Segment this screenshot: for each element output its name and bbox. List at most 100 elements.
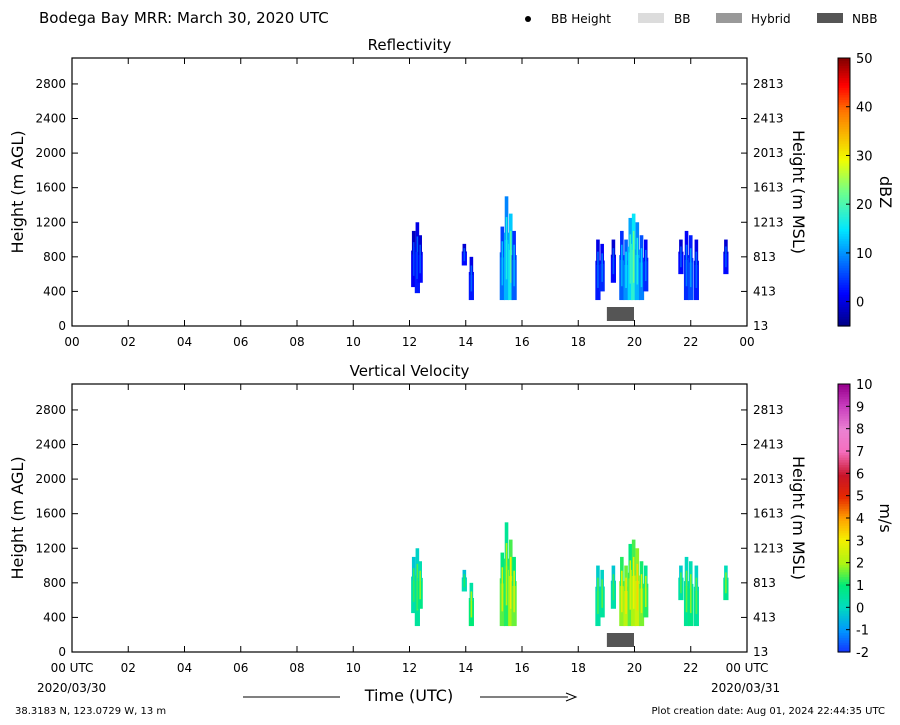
- refl-ytick-label-4: 1600: [35, 181, 66, 195]
- vv-colorbar-step: [838, 396, 850, 400]
- vv-colorbar-step: [838, 508, 850, 512]
- vv-colorbar-step: [838, 391, 850, 395]
- vv-colorbar-label-2: 0: [856, 601, 864, 616]
- vv-xtick-label-6: 12: [402, 661, 417, 675]
- refl-xtick-label-2: 04: [177, 335, 192, 349]
- vv-colorbar-step: [838, 432, 850, 436]
- vv-echo-core-22: [695, 577, 698, 614]
- vv-colorbar-step: [838, 440, 850, 444]
- end-date-label: 2020/03/31: [711, 681, 780, 695]
- vv-colorbar-step: [838, 610, 850, 614]
- vv-colorbar-label-10: 8: [856, 423, 864, 438]
- vv-colorbar-step: [838, 620, 850, 624]
- refl-echo-core-18: [644, 249, 647, 282]
- vv-colorbar-step: [838, 576, 850, 580]
- refl-echo-core-20: [685, 244, 688, 287]
- refl-ytick-label-6: 2400: [35, 112, 66, 126]
- refl-colorbar-step: [838, 65, 850, 69]
- vv-colorbar-step: [838, 639, 850, 643]
- vv-colorbar-step: [838, 547, 850, 551]
- refl-colorbar-step: [838, 306, 850, 310]
- refl-colorbar-step: [838, 79, 850, 83]
- vv-xtick-label-8: 16: [514, 661, 529, 675]
- refl-colorbar-step: [838, 121, 850, 125]
- vv-ytick-right-label-7: 2813: [753, 403, 784, 417]
- refl-colorbar-step: [838, 260, 850, 264]
- vv-echo-core-21: [689, 574, 692, 614]
- refl-ytick-right-label-5: 2013: [753, 146, 784, 160]
- vv-echo-core-1: [416, 563, 419, 611]
- vv-colorbar-step: [838, 481, 850, 485]
- refl-colorbar-step: [838, 172, 850, 176]
- refl-colorbar-step: [838, 321, 850, 325]
- refl-colorbar-step: [838, 84, 850, 88]
- vv-colorbar-step: [838, 491, 850, 495]
- refl-colorbar-step: [838, 201, 850, 205]
- refl-xtick-label-8: 16: [514, 335, 529, 349]
- refl-colorbar-step: [838, 148, 850, 152]
- refl-echo-core-4: [470, 265, 473, 292]
- refl-colorbar-step: [838, 318, 850, 322]
- vv-colorbar-step: [838, 408, 850, 412]
- vv-colorbar-step: [838, 471, 850, 475]
- refl-colorbar: 0 10 20 30 40 50 dBZ: [837, 52, 895, 327]
- refl-xtick-label-0: 00: [64, 335, 79, 349]
- vv-colorbar: -2 -1 0 1 2 3 4 5 6 7 8 9 10 m/s: [837, 378, 895, 661]
- refl-colorbar-step: [838, 287, 850, 291]
- refl-panel-title: Reflectivity: [368, 36, 452, 54]
- refl-colorbar-step: [838, 116, 850, 120]
- vv-colorbar-step: [838, 532, 850, 536]
- refl-colorbar-step: [838, 60, 850, 64]
- vv-ylabel-right: Height (m MSL): [789, 456, 808, 580]
- vv-colorbar-label-4: 2: [856, 557, 864, 572]
- refl-echo-core-23: [725, 246, 727, 268]
- refl-echo-core-13: [625, 251, 627, 288]
- vv-colorbar-step: [838, 384, 850, 388]
- vv-colorbar-step: [838, 415, 850, 419]
- vv-colorbar-step: [838, 420, 850, 424]
- vv-colorbar-step: [838, 544, 850, 548]
- refl-echo-core-12: [621, 244, 623, 287]
- vv-echo-core-12: [621, 570, 623, 613]
- refl-colorbar-step: [838, 131, 850, 135]
- vv-colorbar-step: [838, 600, 850, 604]
- refl-ytick-right-label-0: 13: [753, 319, 768, 333]
- vv-colorbar-step: [838, 537, 850, 541]
- refl-echo-core-0: [412, 242, 415, 276]
- refl-colorbar-step: [838, 62, 850, 66]
- plot-creation-label: Plot creation date: Aug 01, 2024 22:44:3…: [652, 706, 885, 717]
- legend-label-hybrid: Hybrid: [751, 12, 791, 26]
- vv-colorbar-step: [838, 474, 850, 478]
- vv-colorbar-step: [838, 447, 850, 451]
- vv-ytick-right-label-0: 13: [753, 645, 768, 659]
- vv-ytick-label-0: 0: [58, 645, 66, 659]
- vv-colorbar-step: [838, 500, 850, 504]
- refl-colorbar-label-3: 30: [856, 149, 873, 164]
- refl-ytick-label-7: 2800: [35, 77, 66, 91]
- refl-colorbar-step: [838, 87, 850, 91]
- refl-ytick-label-3: 1200: [35, 215, 66, 229]
- refl-colorbar-step: [838, 165, 850, 169]
- vv-xtick-label-4: 08: [289, 661, 304, 675]
- refl-colorbar-step: [838, 296, 850, 300]
- refl-colorbar-step: [838, 282, 850, 286]
- refl-colorbar-step: [838, 184, 850, 188]
- vv-colorbar-step: [838, 422, 850, 427]
- refl-colorbar-step: [838, 126, 850, 130]
- refl-colorbar-label-4: 40: [856, 101, 873, 116]
- refl-colorbar-step: [838, 67, 850, 71]
- refl-colorbar-label-5: 50: [856, 52, 873, 67]
- vv-colorbar-step: [838, 430, 850, 434]
- vv-colorbar-label-11: 9: [856, 400, 864, 415]
- refl-colorbar-step: [838, 92, 850, 96]
- vv-xtick-label-0: 00 UTC: [51, 661, 94, 675]
- refl-colorbar-step: [838, 128, 850, 132]
- vv-colorbar-label-6: 4: [856, 512, 864, 527]
- refl-ytick-right-label-2: 813: [753, 250, 776, 264]
- refl-xtick-label-10: 20: [627, 335, 642, 349]
- start-date-label: 2020/03/30: [37, 681, 106, 695]
- vv-ytick-right-label-3: 1213: [753, 541, 784, 555]
- vv-xtick-label-11: 22: [683, 661, 698, 675]
- vv-echo-core-17: [640, 574, 643, 614]
- refl-xtick-label-12: 00: [739, 335, 754, 349]
